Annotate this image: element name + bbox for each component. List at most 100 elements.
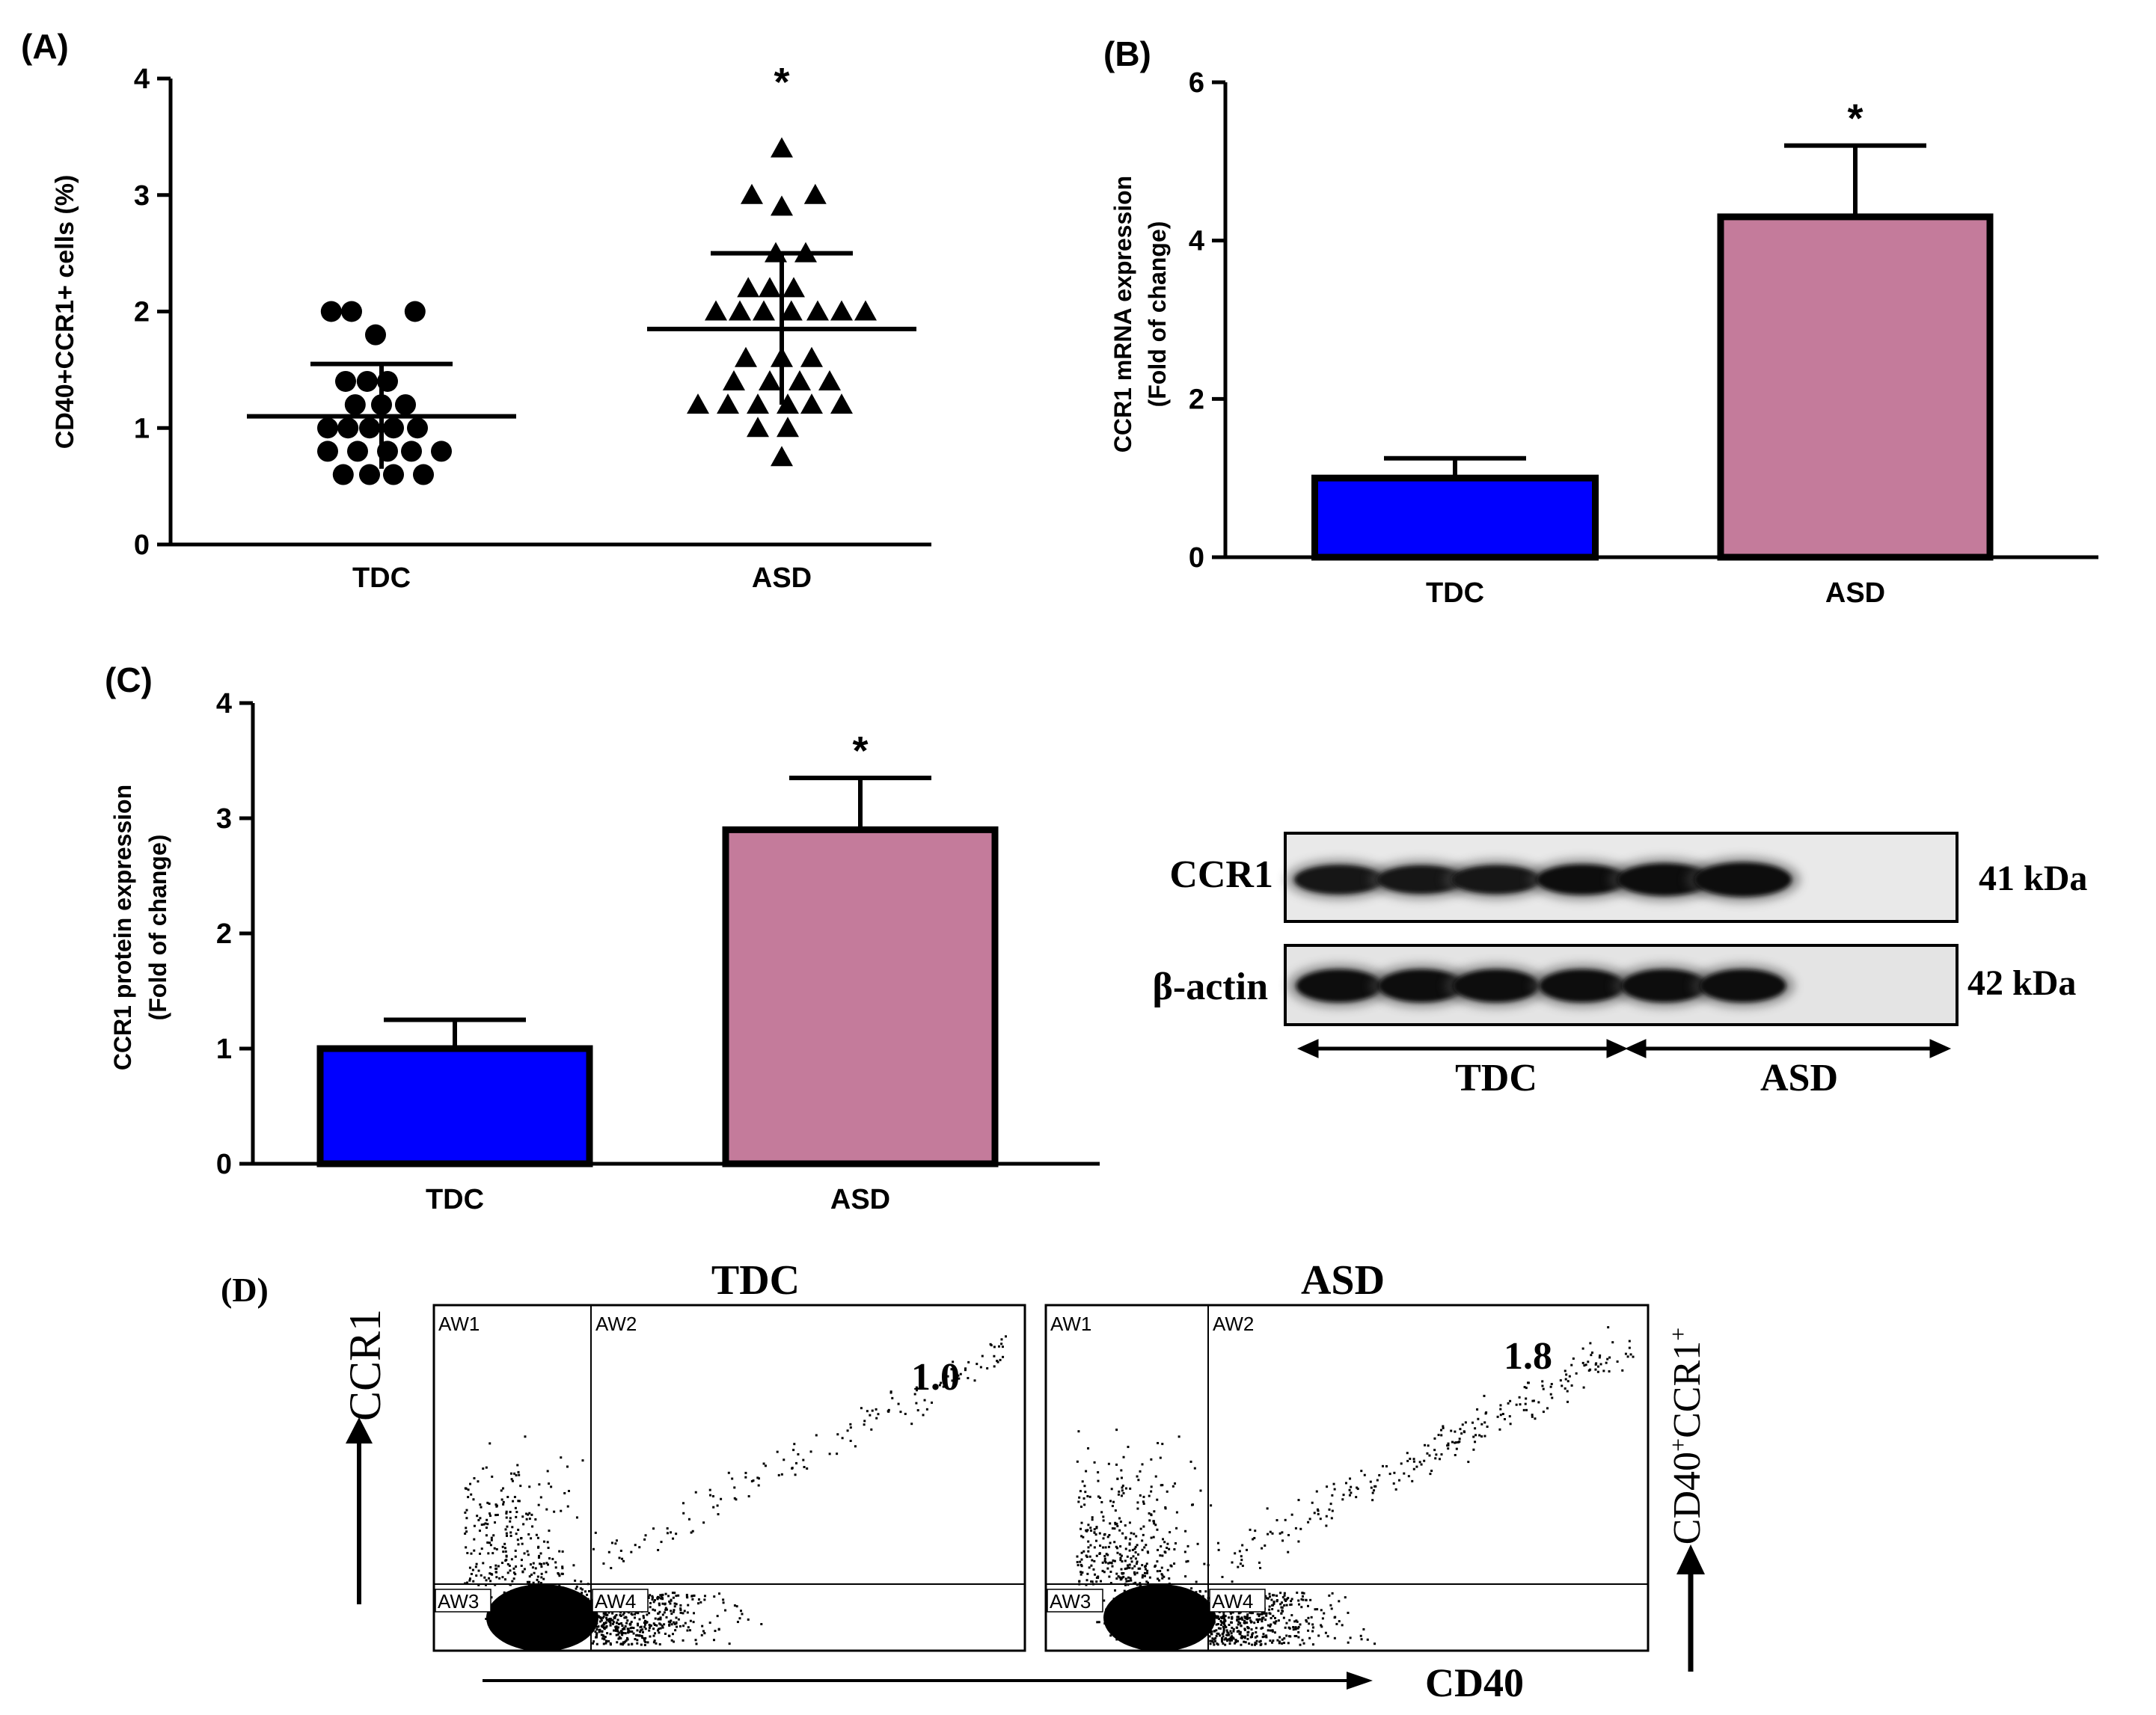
flow-event [1080, 1551, 1083, 1554]
panel-a-point-asd [771, 137, 793, 158]
flow-event [1485, 1411, 1488, 1414]
flow-event [1186, 1604, 1189, 1607]
flow-event [1195, 1591, 1198, 1594]
flow-event [1209, 1613, 1212, 1616]
flow-event [1163, 1620, 1166, 1623]
flow-event [582, 1622, 585, 1625]
flow-event [520, 1598, 523, 1601]
flow-event [1132, 1622, 1135, 1625]
flow-event [1433, 1437, 1436, 1440]
flow-event [1193, 1629, 1196, 1632]
flow-event [559, 1622, 562, 1625]
flow-event [1289, 1604, 1292, 1607]
flow-event [494, 1503, 497, 1506]
flow-event [528, 1512, 531, 1515]
flow-event [551, 1595, 554, 1598]
flow-event [1189, 1616, 1192, 1619]
flow-event [1215, 1616, 1218, 1619]
flow-event [1261, 1547, 1264, 1550]
flow-event [542, 1623, 545, 1626]
flow-event [1271, 1532, 1274, 1535]
flow-event [735, 1498, 738, 1501]
flow-event [1605, 1361, 1608, 1364]
flow-event [1254, 1643, 1257, 1646]
flow-event [1525, 1387, 1528, 1390]
flow-event [545, 1598, 548, 1601]
flow-event [562, 1604, 565, 1607]
flow-event [1177, 1624, 1180, 1627]
flow-event [521, 1602, 524, 1605]
flow-event [542, 1595, 545, 1598]
flow-event [1147, 1581, 1150, 1584]
flow-event [607, 1620, 610, 1623]
flow-event [670, 1599, 673, 1602]
flow-event [1080, 1565, 1083, 1568]
flow-event [567, 1490, 570, 1493]
flow-event [1101, 1561, 1104, 1564]
flow-event [526, 1550, 529, 1553]
flow-event [1133, 1571, 1136, 1574]
flow-event [1258, 1640, 1261, 1643]
flow-event [646, 1641, 649, 1644]
flow-event [1173, 1562, 1176, 1565]
flow-event [1136, 1609, 1139, 1612]
flow-event [1231, 1617, 1234, 1620]
flow-event [576, 1602, 579, 1605]
flow-event [584, 1612, 587, 1615]
flow-event [554, 1598, 557, 1601]
flow-event [656, 1629, 659, 1632]
flow-event [1127, 1580, 1130, 1583]
flow-event [1150, 1485, 1153, 1488]
flow-event [500, 1622, 503, 1625]
flow-event [674, 1629, 677, 1632]
flow-event [1150, 1490, 1153, 1493]
flow-event [544, 1602, 547, 1605]
flow-event [1243, 1627, 1246, 1630]
flow-event [1157, 1604, 1160, 1607]
flow-event [1366, 1638, 1369, 1641]
flow-event [540, 1581, 543, 1584]
flow-event [554, 1602, 557, 1605]
flow-event [541, 1627, 544, 1630]
panel-d-right-arrow [1676, 1544, 1705, 1672]
flow-event [1238, 1550, 1241, 1553]
flow-event [1145, 1604, 1148, 1607]
flow-event [1172, 1622, 1175, 1625]
flow-event [615, 1633, 618, 1636]
flow-event [692, 1612, 695, 1615]
flow-event [657, 1548, 660, 1551]
flow-event [524, 1599, 527, 1602]
flow-event [1246, 1622, 1249, 1625]
flow-event [1197, 1598, 1200, 1601]
flow-event [1097, 1479, 1100, 1482]
flow-event [1140, 1588, 1143, 1591]
flow-event [1183, 1625, 1186, 1628]
flow-event [1121, 1532, 1124, 1535]
flow-event [1139, 1527, 1142, 1530]
flow-event [1230, 1632, 1233, 1635]
flow-event [1326, 1485, 1329, 1488]
flow-event [533, 1628, 536, 1631]
flow-event [1145, 1614, 1148, 1617]
flow-tdc-q3: AW3 [438, 1590, 479, 1613]
flow-plot-tdc: TDC AW1 AW2 AW3 AW4 1.0 [432, 1257, 1026, 1652]
flow-event [538, 1483, 541, 1486]
blot-band-ccr1 [1294, 865, 1384, 895]
flow-event [1334, 1616, 1337, 1619]
flow-event [539, 1591, 542, 1594]
flow-event [1128, 1542, 1131, 1545]
flow-event [1189, 1614, 1192, 1617]
flow-event [1142, 1611, 1145, 1614]
flow-event [1570, 1363, 1573, 1366]
flow-event [1167, 1599, 1170, 1602]
flow-event [502, 1500, 505, 1503]
flow-event [1261, 1618, 1264, 1621]
flow-event [1632, 1355, 1635, 1358]
flow-event [1141, 1548, 1144, 1551]
flow-event [609, 1622, 612, 1625]
flow-event [1150, 1592, 1153, 1595]
flow-event [629, 1630, 632, 1633]
flow-event [480, 1547, 483, 1550]
flow-event [1222, 1625, 1225, 1628]
flow-event [815, 1434, 818, 1437]
